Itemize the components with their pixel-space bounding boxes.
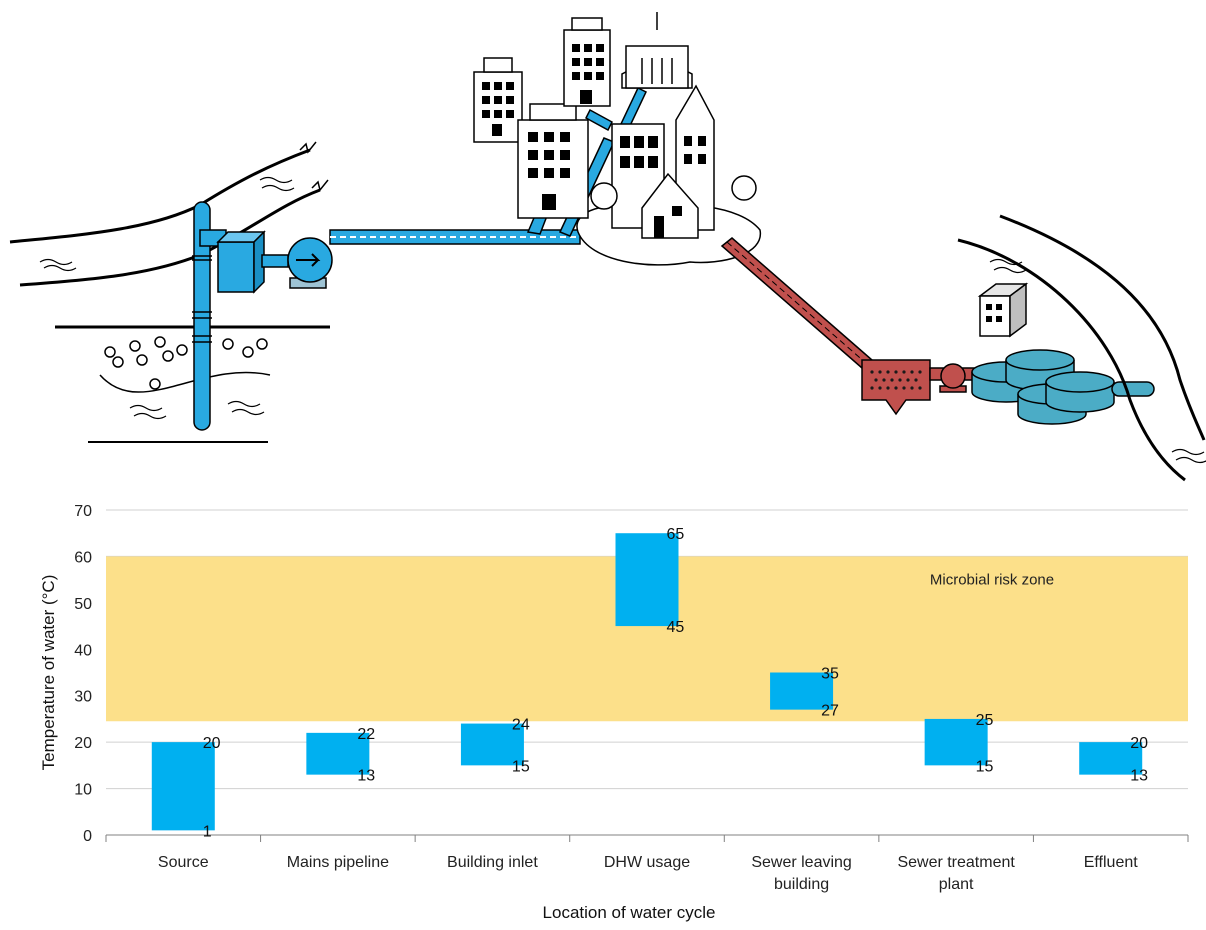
y-axis-title: Temperature of water (°C) [39,575,58,771]
data-label-high: 25 [976,712,994,729]
data-label-high: 65 [667,526,685,543]
range-bar [306,732,370,775]
data-label-low: 45 [667,619,685,636]
city-buildings [473,12,761,266]
data-label-high: 20 [1130,735,1148,752]
y-tick-label: 70 [74,503,92,520]
range-bar [770,672,834,710]
data-label-high: 22 [357,726,375,743]
y-tick-label: 0 [83,828,92,845]
y-tick-label: 40 [74,642,92,659]
data-label-high: 24 [512,717,530,734]
water-cycle-illustration [9,12,1206,482]
x-tick-label: Building inlet [447,854,538,871]
data-label-high: 35 [821,666,839,683]
range-bar [460,723,524,766]
microbial-risk-zone-label: Microbial risk zone [930,571,1054,588]
data-label-low: 13 [1130,768,1148,785]
y-tick-label: 30 [74,689,92,706]
range-bar [924,718,988,766]
x-tick-labels: Source Mains pipeline Building inlet DHW us… [158,854,1138,893]
control-building [977,282,1029,338]
y-tick-labels: 0 10 20 30 40 50 60 70 [74,503,92,845]
sewer-main [720,237,874,369]
supply-pump [287,237,333,289]
y-tick-label: 20 [74,735,92,752]
groundwater-well [192,201,227,431]
x-tick-label: Sewer treatment plant [897,854,1015,893]
data-label-low: 13 [357,768,375,785]
treatment-box [216,230,289,294]
range-bar [1079,742,1143,775]
x-tick-label: Mains pipeline [287,854,389,871]
x-tick-label: Effluent [1084,854,1139,871]
data-label-low: 15 [512,758,530,775]
x-axis-title: Location of water cycle [543,903,716,922]
range-bar [151,742,215,831]
data-label-low: 1 [203,823,212,840]
range-bars: 20 1 22 13 24 15 65 45 35 27 25 15 20 13 [151,526,1148,840]
data-label-low: 15 [976,758,994,775]
y-tick-label: 50 [74,596,92,613]
receiving-river [957,214,1206,482]
data-label-low: 27 [821,703,839,720]
treatment-tanks [971,349,1155,425]
aquifer [55,325,330,443]
y-tick-label: 10 [74,782,92,799]
sewer-screen [861,359,931,416]
y-tick-label: 60 [74,549,92,566]
x-tick-label: DHW usage [604,854,690,871]
range-bar [615,533,679,627]
data-label-high: 20 [203,735,221,752]
x-tick-label: Sewer leaving building [751,854,852,893]
x-tick-label: Source [158,854,209,871]
